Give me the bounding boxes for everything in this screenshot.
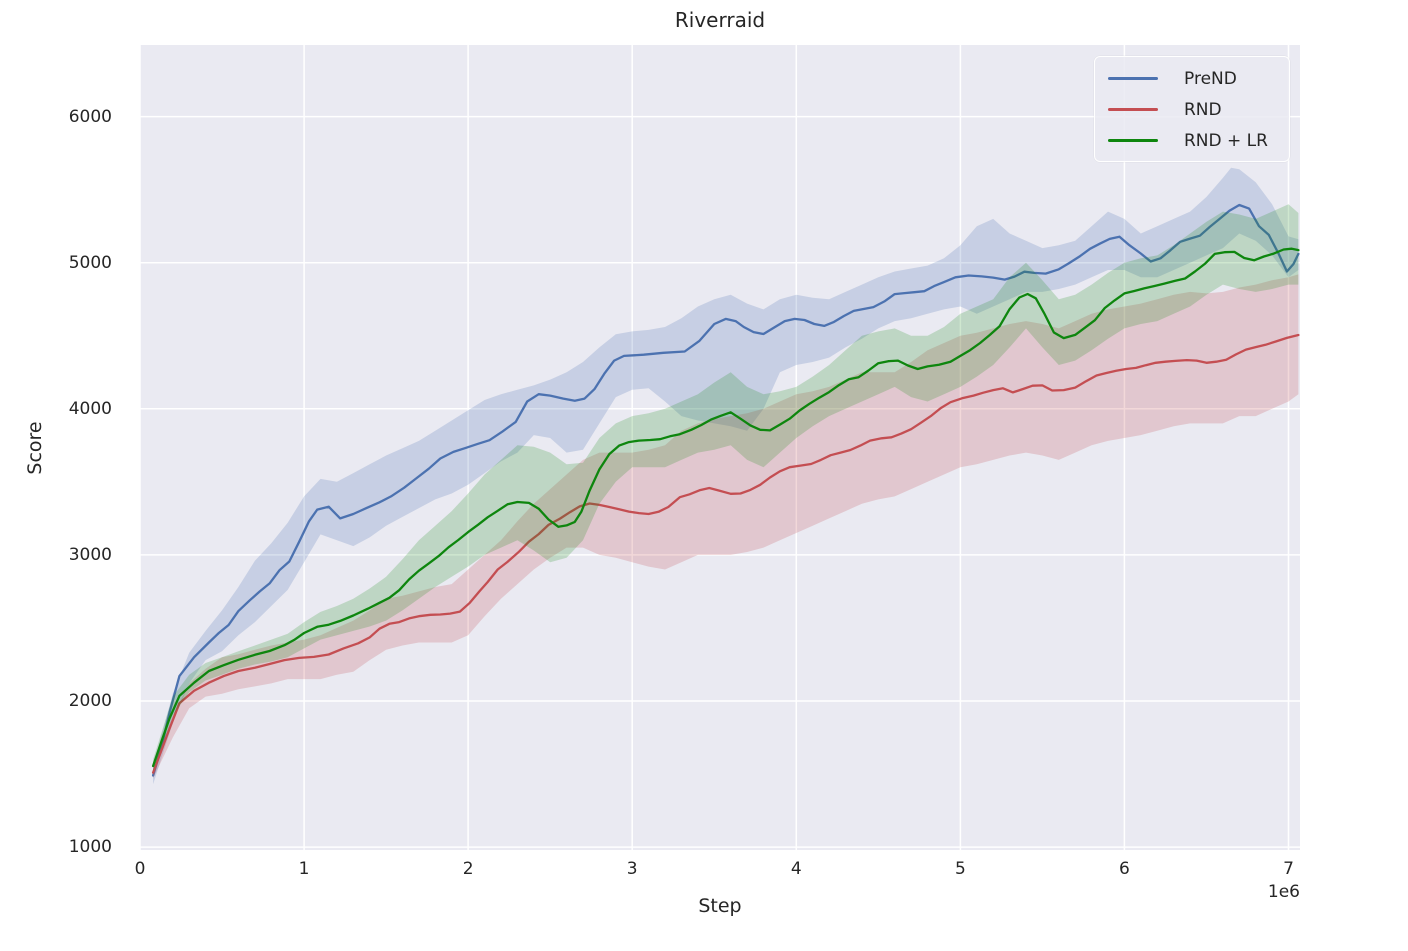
legend-item-rnd: RND xyxy=(1095,94,1289,125)
y-tick-label: 6000 xyxy=(68,106,112,127)
x-tick-label: 5 xyxy=(954,859,966,879)
x-tick-label: 7 xyxy=(1283,859,1294,879)
legend-label-rnd-lr: RND + LR xyxy=(1184,130,1268,151)
y-tick-label: 2000 xyxy=(68,690,112,711)
series-line-0 xyxy=(151,203,1300,777)
y-tick-label: 3000 xyxy=(68,544,112,565)
series-band-1 xyxy=(153,274,1299,779)
legend-item-prend: PreND xyxy=(1095,63,1289,94)
x-axis-label: Step xyxy=(698,895,742,917)
y-axis-label: Score xyxy=(24,421,46,475)
legend: PreND RND RND + LR xyxy=(1094,56,1290,162)
legend-label-prend: PreND xyxy=(1184,68,1237,89)
chart-canvas xyxy=(140,45,1300,850)
x-tick-label: 0 xyxy=(134,859,146,879)
legend-line-rnd-icon xyxy=(1108,108,1158,111)
x-tick-label: 4 xyxy=(790,859,802,879)
x-tick-label: 2 xyxy=(462,859,474,879)
legend-item-rnd-lr: RND + LR xyxy=(1095,125,1289,156)
y-tick-label: 4000 xyxy=(68,398,112,419)
x-tick-label: 3 xyxy=(626,859,638,879)
x-tick-label: 6 xyxy=(1119,859,1130,879)
plot-area xyxy=(140,45,1300,850)
series-line-2 xyxy=(151,247,1300,768)
y-tick-label: 5000 xyxy=(68,252,112,273)
x-tick-label: 1 xyxy=(298,859,310,879)
series-band-0 xyxy=(153,167,1299,785)
legend-line-rnd-lr-icon xyxy=(1108,139,1158,142)
x-axis-offset-label: 1e6 xyxy=(1267,882,1300,902)
series-band-2 xyxy=(153,204,1299,772)
y-tick-label: 1000 xyxy=(68,837,112,858)
series-line-1 xyxy=(151,333,1300,774)
legend-label-rnd: RND xyxy=(1184,99,1222,120)
legend-line-prend-icon xyxy=(1108,77,1158,80)
chart-title: Riverraid xyxy=(674,8,766,32)
